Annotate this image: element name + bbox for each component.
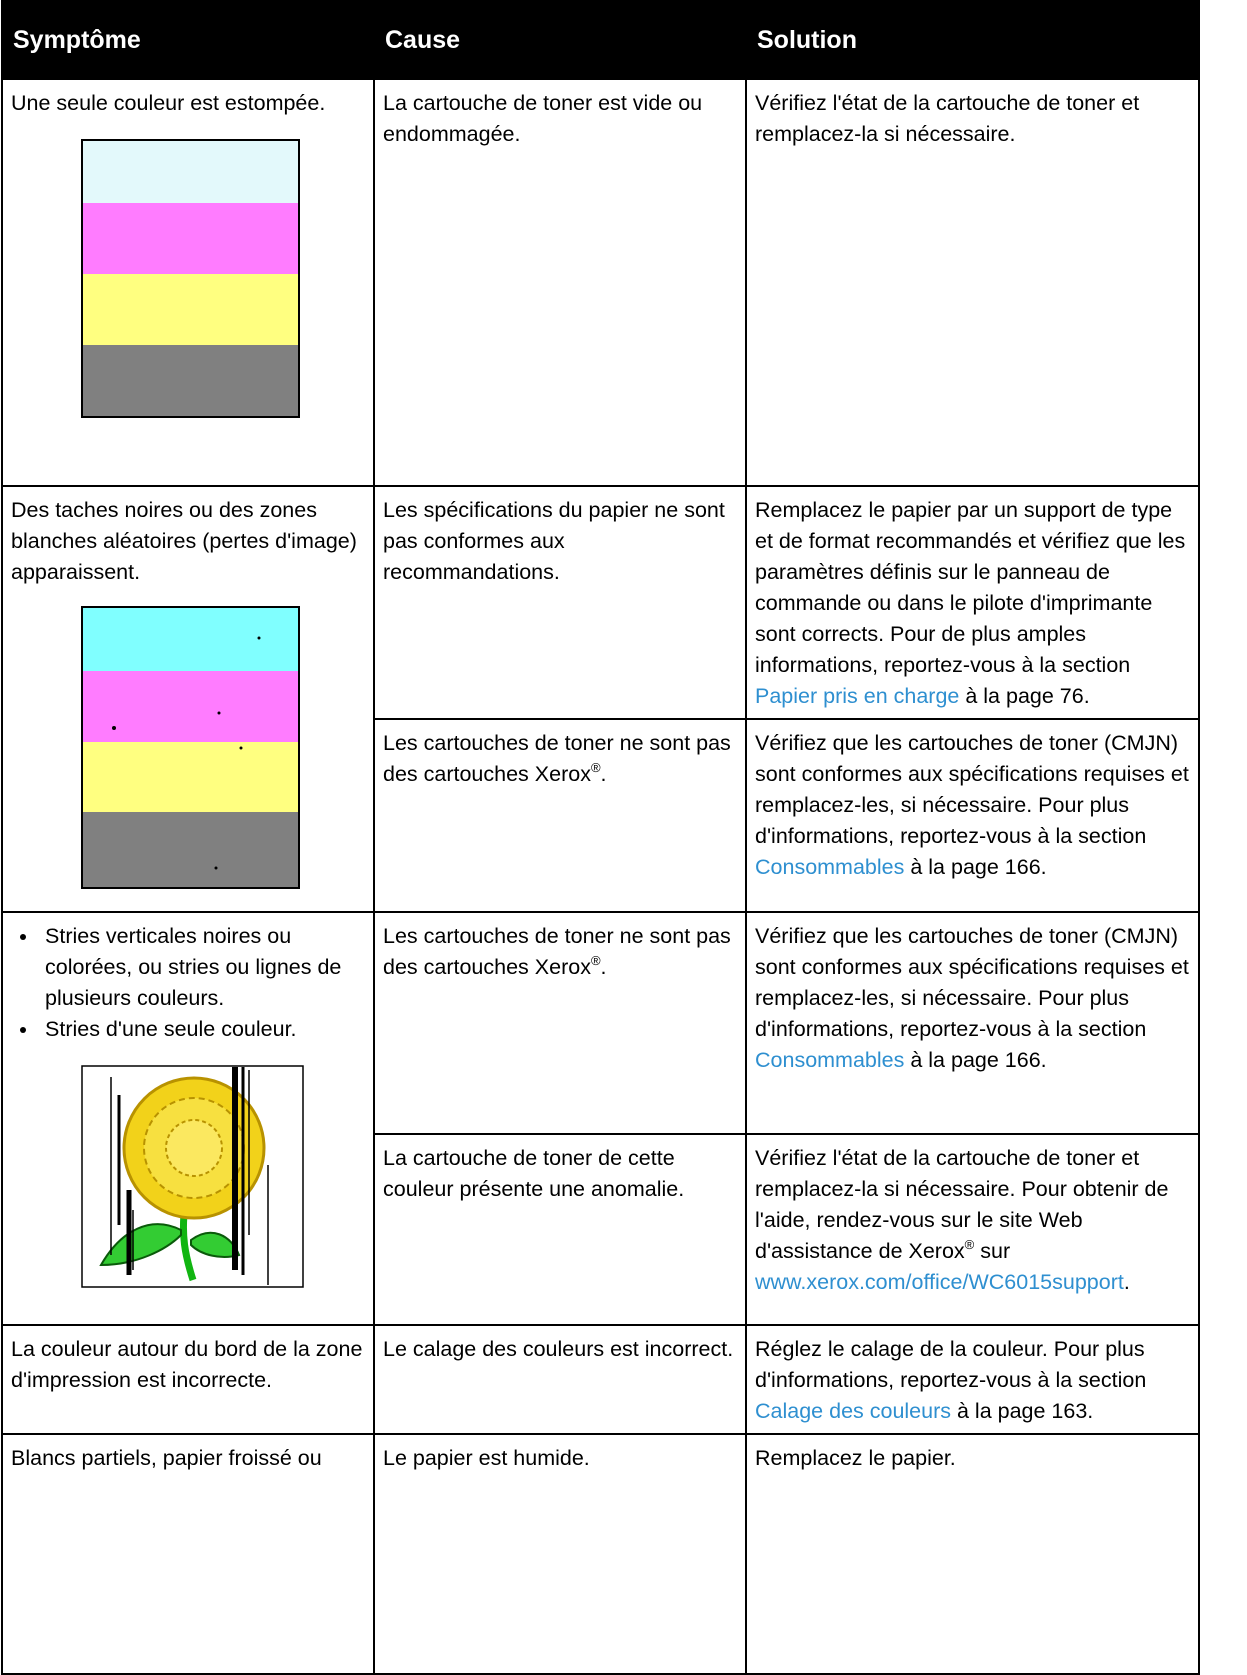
symptom-text: Des taches noires ou des zones blanches … xyxy=(11,495,365,588)
header-row: Symptôme Cause Solution xyxy=(1,0,1200,80)
text-segment: Vérifiez l'état de la cartouche de toner… xyxy=(755,1146,1169,1263)
text-segment: à la page 166. xyxy=(904,1048,1047,1072)
solution-text: Vérifiez que les cartouches de toner (CM… xyxy=(755,921,1190,1076)
symptom-cell: Stries verticales noires ou colorées, ou… xyxy=(1,911,375,1326)
superscript: ® xyxy=(590,953,601,968)
text-segment: Une seule couleur est estompée. xyxy=(11,91,326,115)
symptom-cell: La couleur autour du bord de la zone d'i… xyxy=(1,1324,375,1435)
text-segment: à la page 163. xyxy=(951,1399,1094,1423)
solution-text: Remplacez le papier. xyxy=(755,1443,1190,1474)
row: La couleur autour du bord de la zone d'i… xyxy=(1,1324,1200,1435)
text-segment: Le papier est humide. xyxy=(383,1446,590,1470)
cause-cell: Le calage des couleurs est incorrect. xyxy=(373,1324,747,1435)
solution-cell: Remplacez le papier. xyxy=(745,1433,1200,1675)
row: Blancs partiels, papier froissé ou Le pa… xyxy=(1,1433,1200,1675)
solution-text: Vérifiez l'état de la cartouche de toner… xyxy=(755,1143,1190,1298)
text-segment: Vérifiez que les cartouches de toner (CM… xyxy=(755,731,1189,848)
sample-image xyxy=(81,606,300,889)
link[interactable]: Calage des couleurs xyxy=(755,1399,952,1423)
text-segment: La cartouche de toner de cette couleur p… xyxy=(383,1146,685,1201)
text-segment: Les cartouches de toner ne sont pas des … xyxy=(383,924,731,979)
row: Les cartouches de toner ne sont pas des … xyxy=(2,718,1200,913)
solution-cell: Remplacez le papier par un support de ty… xyxy=(745,485,1200,720)
solution-cell: Vérifiez que les cartouches de toner (CM… xyxy=(745,718,1200,913)
link[interactable]: Papier pris en charge xyxy=(755,684,960,708)
cause-text: Les cartouches de toner ne sont pas des … xyxy=(383,921,737,983)
cause-cell: La cartouche de toner est vide ou endomm… xyxy=(373,78,747,487)
symptom-text: Une seule couleur est estompée. xyxy=(11,88,365,119)
text-segment: sur xyxy=(974,1239,1011,1263)
page: Symptôme Cause Solution Une seule couleu… xyxy=(0,0,1247,1633)
symptom-bullet: Stries d'une seule couleur. xyxy=(39,1014,365,1045)
cause-cell: Les cartouches de toner ne sont pas des … xyxy=(373,911,747,1135)
cause-text: La cartouche de toner est vide ou endomm… xyxy=(383,88,737,150)
symptom-cell: Des taches noires ou des zones blanches … xyxy=(1,485,375,913)
solution-text: Remplacez le papier par un support de ty… xyxy=(755,495,1190,712)
text-segment: . xyxy=(1123,1270,1130,1294)
text-segment: Des taches noires ou des zones blanches … xyxy=(11,498,357,584)
sample-image xyxy=(81,139,300,418)
symptom-cell: Une seule couleur est estompée. xyxy=(1,78,375,487)
cause-text: Les spécifications du papier ne sont pas… xyxy=(383,495,737,588)
cause-text: Le papier est humide. xyxy=(383,1443,737,1474)
text-segment: à la page 166. xyxy=(904,855,1047,879)
row: Stries verticales noires ou colorées, ou… xyxy=(1,911,1200,1326)
text-segment: . xyxy=(600,955,607,979)
text-segment: Le calage des couleurs est incorrect. xyxy=(383,1337,734,1361)
solution-text: Réglez le calage de la couleur. Pour plu… xyxy=(755,1334,1190,1427)
superscript: ® xyxy=(590,760,601,775)
link[interactable]: Consommables xyxy=(755,855,905,879)
row: Des taches noires ou des zones blanches … xyxy=(1,485,1200,913)
text-segment: La couleur autour du bord de la zone d'i… xyxy=(11,1337,363,1392)
solution-text: Vérifiez que les cartouches de toner (CM… xyxy=(755,728,1190,883)
link[interactable]: Consommables xyxy=(755,1048,905,1072)
superscript: ® xyxy=(964,1237,975,1252)
text-segment: Vérifiez l'état de la cartouche de toner… xyxy=(755,91,1140,146)
solution-cell: Vérifiez que les cartouches de toner (CM… xyxy=(745,911,1200,1135)
symptom-text: La couleur autour du bord de la zone d'i… xyxy=(11,1334,365,1396)
text-segment: Blancs partiels, papier froissé ou xyxy=(11,1446,322,1470)
text-segment: Remplacez le papier. xyxy=(755,1446,956,1470)
text-segment: Remplacez le papier par un support de ty… xyxy=(755,498,1186,677)
solution-text: Vérifiez l'état de la cartouche de toner… xyxy=(755,88,1190,150)
text-segment: à la page 76. xyxy=(959,684,1090,708)
symptom-text: Blancs partiels, papier froissé ou xyxy=(11,1443,365,1474)
symptom-list: Stries verticales noires ou colorées, ou… xyxy=(11,921,365,1045)
sample-image xyxy=(81,1065,304,1288)
row: Une seule couleur est estompée. La carto… xyxy=(1,78,1200,487)
solution-cell: Vérifiez l'état de la cartouche de toner… xyxy=(745,1133,1200,1326)
cause-text: Les cartouches de toner ne sont pas des … xyxy=(383,728,737,790)
text-segment: Les spécifications du papier ne sont pas… xyxy=(383,498,725,584)
text-segment: Réglez le calage de la couleur. Pour plu… xyxy=(755,1337,1147,1392)
symptom-bullet: Stries verticales noires ou colorées, ou… xyxy=(39,921,365,1014)
cause-text: La cartouche de toner de cette couleur p… xyxy=(383,1143,737,1205)
cause-cell: Le papier est humide. xyxy=(373,1433,747,1675)
cause-cell: La cartouche de toner de cette couleur p… xyxy=(373,1133,747,1326)
cause-cell: Les cartouches de toner ne sont pas des … xyxy=(373,718,747,913)
text-segment: Vérifiez que les cartouches de toner (CM… xyxy=(755,924,1189,1041)
solution-cell: Réglez le calage de la couleur. Pour plu… xyxy=(745,1324,1200,1435)
link[interactable]: www.xerox.com/office/WC6015support xyxy=(755,1270,1124,1294)
troubleshooting-table: Symptôme Cause Solution Une seule couleu… xyxy=(1,0,1200,1675)
text-segment: Les cartouches de toner ne sont pas des … xyxy=(383,731,731,786)
cause-text: Le calage des couleurs est incorrect. xyxy=(383,1334,737,1365)
cause-cell: Les spécifications du papier ne sont pas… xyxy=(373,485,747,720)
row: La cartouche de toner de cette couleur p… xyxy=(2,1133,1200,1326)
text-segment: . xyxy=(600,762,607,786)
symptom-cell: Blancs partiels, papier froissé ou xyxy=(1,1433,375,1675)
text-segment: La cartouche de toner est vide ou endomm… xyxy=(383,91,703,146)
header-cell: Solution xyxy=(745,0,1200,80)
header-cell: Symptôme xyxy=(1,0,375,80)
header-cell: Cause xyxy=(373,0,747,80)
solution-cell: Vérifiez l'état de la cartouche de toner… xyxy=(745,78,1200,487)
